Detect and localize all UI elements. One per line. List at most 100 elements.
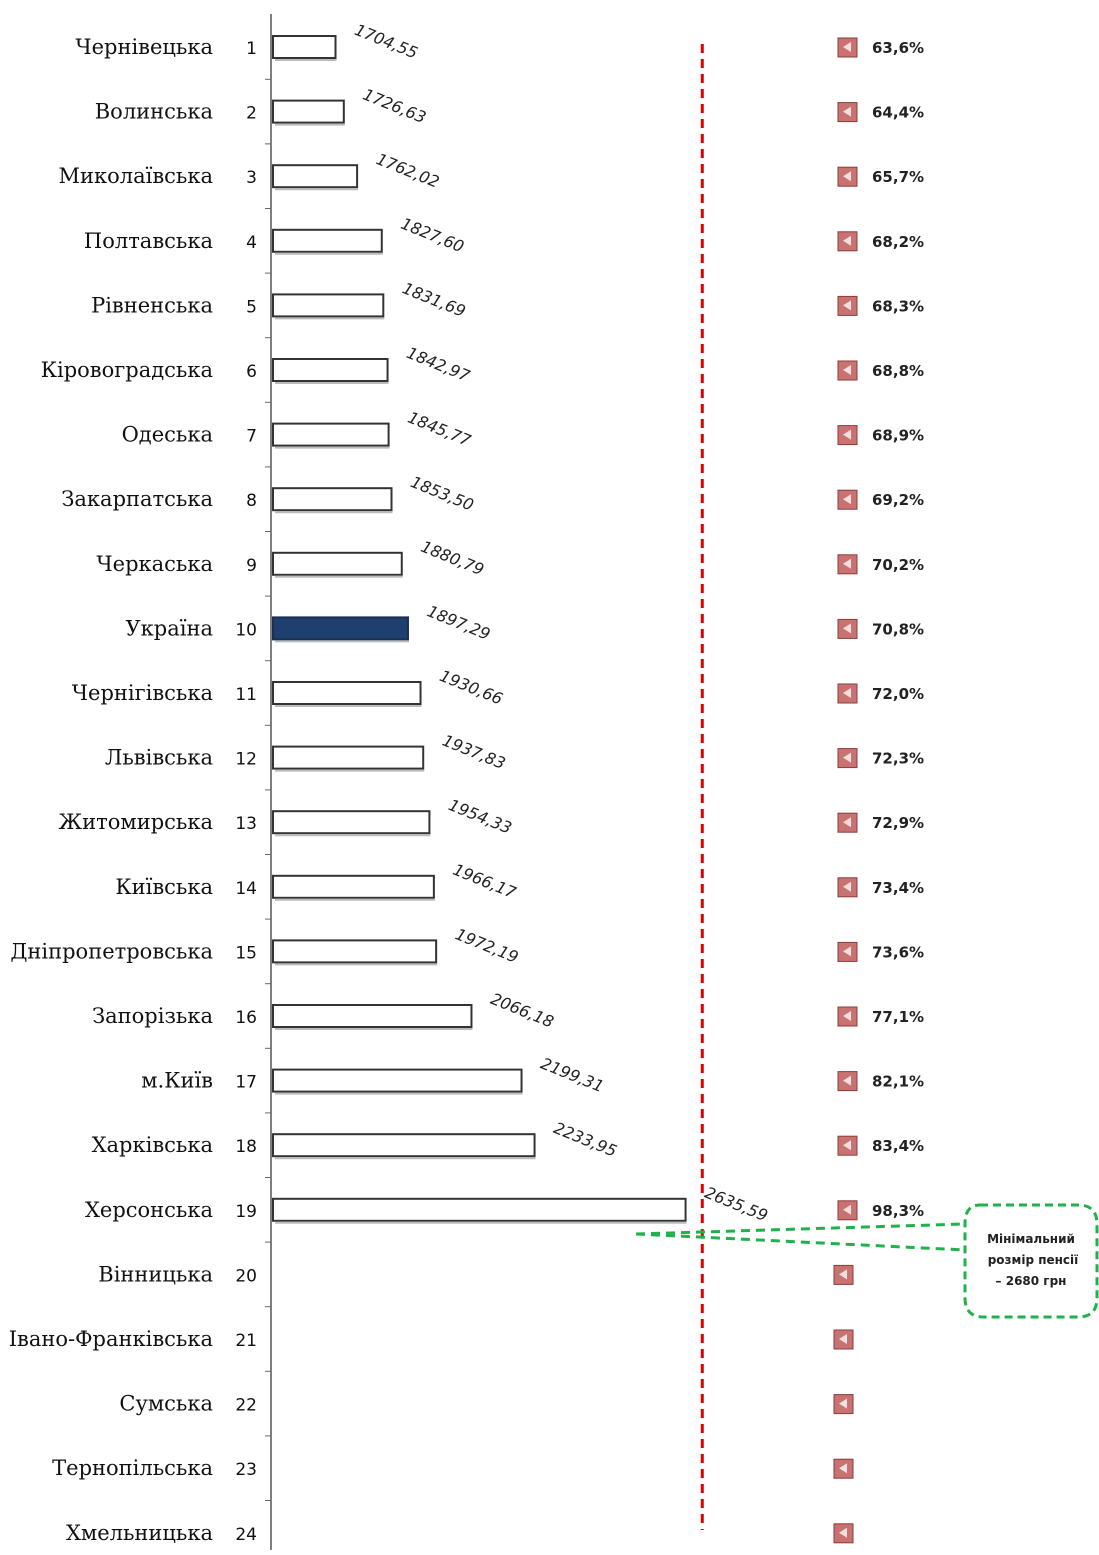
- value-label: 1853,50: [408, 472, 476, 514]
- marker-arrow: [843, 946, 851, 957]
- marker-icon: [837, 812, 858, 833]
- marker-icon: [837, 425, 858, 446]
- rank-label: 14: [235, 879, 257, 899]
- marker-arrow: [843, 558, 851, 569]
- value-label: 1930,66: [437, 666, 505, 708]
- bar: [272, 228, 383, 253]
- value-label: 1831,69: [400, 278, 468, 320]
- marker-arrow: [843, 881, 851, 892]
- rank-label: 8: [246, 491, 257, 511]
- marker-icon: [837, 37, 858, 58]
- value-label: 2199,31: [538, 1054, 606, 1096]
- callout-pointer-line: [635, 1222, 966, 1236]
- percent-label: 63,6%: [872, 39, 924, 57]
- bar: [272, 99, 345, 124]
- marker-icon: [833, 1523, 854, 1544]
- marker-arrow: [839, 1398, 847, 1409]
- rank-label: 19: [235, 1202, 257, 1222]
- rank-label: 1: [246, 39, 257, 59]
- callout-line-3: – 2680 грн: [996, 1274, 1067, 1288]
- value-label: 1726,63: [360, 85, 428, 127]
- rank-label: 16: [235, 1008, 257, 1028]
- marker-icon: [833, 1264, 854, 1285]
- category-label: Дніпропетровська: [10, 939, 213, 963]
- marker-icon: [837, 360, 858, 381]
- category-label: Львівська: [105, 746, 213, 770]
- percent-label: 70,2%: [872, 556, 924, 574]
- marker-arrow: [843, 106, 851, 117]
- marker-icon: [837, 683, 858, 704]
- bar: [272, 939, 438, 964]
- category-label: м.Київ: [141, 1069, 213, 1093]
- rank-label: 3: [246, 168, 257, 188]
- category-label: Сумська: [119, 1392, 213, 1416]
- marker-arrow: [843, 42, 851, 52]
- callout-group: Мінімальний розмір пенсії – 2680 грн: [635, 1203, 1099, 1319]
- bar: [272, 810, 431, 835]
- rank-label: 24: [235, 1525, 257, 1545]
- category-label: Житомирська: [59, 810, 213, 834]
- bar: [272, 358, 389, 382]
- callout-line-1: Мінімальний: [987, 1232, 1075, 1246]
- rank-label: 10: [235, 620, 257, 640]
- bar: [272, 487, 393, 512]
- marker-arrow: [843, 300, 851, 311]
- marker-icon: [837, 877, 858, 898]
- bar: [272, 1004, 473, 1028]
- marker-icon: [837, 295, 858, 316]
- category-label: Чернівецька: [75, 35, 213, 59]
- marker-arrow: [843, 1075, 851, 1086]
- markers-layer: [833, 37, 858, 1544]
- value-label: 2635,59: [702, 1183, 770, 1225]
- marker-icon: [837, 748, 858, 769]
- marker-arrow: [843, 688, 851, 698]
- bar: [272, 293, 385, 318]
- marker-icon: [833, 1394, 854, 1415]
- percent-label: 68,8%: [872, 362, 924, 380]
- bar: [272, 422, 390, 447]
- category-label: Волинська: [95, 100, 213, 124]
- marker-arrow: [839, 1463, 847, 1474]
- category-label: Хмельницька: [66, 1521, 213, 1545]
- marker-icon: [837, 618, 858, 639]
- rank-label: 20: [235, 1266, 257, 1286]
- marker-arrow: [839, 1334, 847, 1344]
- percent-label: 72,3%: [872, 750, 924, 768]
- bars-layer: [272, 35, 687, 1224]
- rank-label: 22: [235, 1396, 257, 1416]
- callout-box: [963, 1203, 1099, 1319]
- rank-label: 18: [235, 1137, 257, 1157]
- marker-arrow: [843, 494, 851, 505]
- rank-label: 17: [235, 1073, 257, 1093]
- category-label: Полтавська: [84, 229, 213, 253]
- percent-label: 70,8%: [872, 620, 924, 638]
- marker-icon: [833, 1458, 854, 1479]
- marker-icon: [837, 102, 858, 123]
- marker-icon: [837, 941, 858, 962]
- value-label: 1972,19: [453, 924, 521, 966]
- category-label: Україна: [126, 616, 214, 640]
- rank-label: 11: [235, 685, 257, 705]
- marker-icon: [837, 166, 858, 187]
- bar: [272, 1197, 687, 1222]
- rank-label: 12: [235, 750, 257, 770]
- percent-label: 73,6%: [872, 943, 924, 961]
- value-label: 1937,83: [440, 731, 508, 773]
- bar: [272, 164, 359, 189]
- marker-icon: [837, 554, 858, 575]
- value-label: 1966,17: [450, 860, 519, 903]
- value-label: 1842,97: [404, 343, 473, 386]
- marker-arrow: [843, 365, 851, 375]
- marker-arrow: [839, 1269, 847, 1280]
- category-label: Миколаївська: [58, 164, 213, 188]
- percent-label: 98,3%: [872, 1202, 924, 1220]
- marker-arrow: [843, 429, 851, 440]
- marker-icon: [833, 1329, 854, 1350]
- category-label: Рівненська: [91, 293, 213, 317]
- marker-arrow: [843, 817, 851, 828]
- value-label: 1704,55: [352, 20, 420, 62]
- category-label: Кіровоградська: [41, 358, 213, 382]
- value-label: 1897,29: [424, 601, 492, 643]
- percent-label: 64,4%: [872, 104, 924, 122]
